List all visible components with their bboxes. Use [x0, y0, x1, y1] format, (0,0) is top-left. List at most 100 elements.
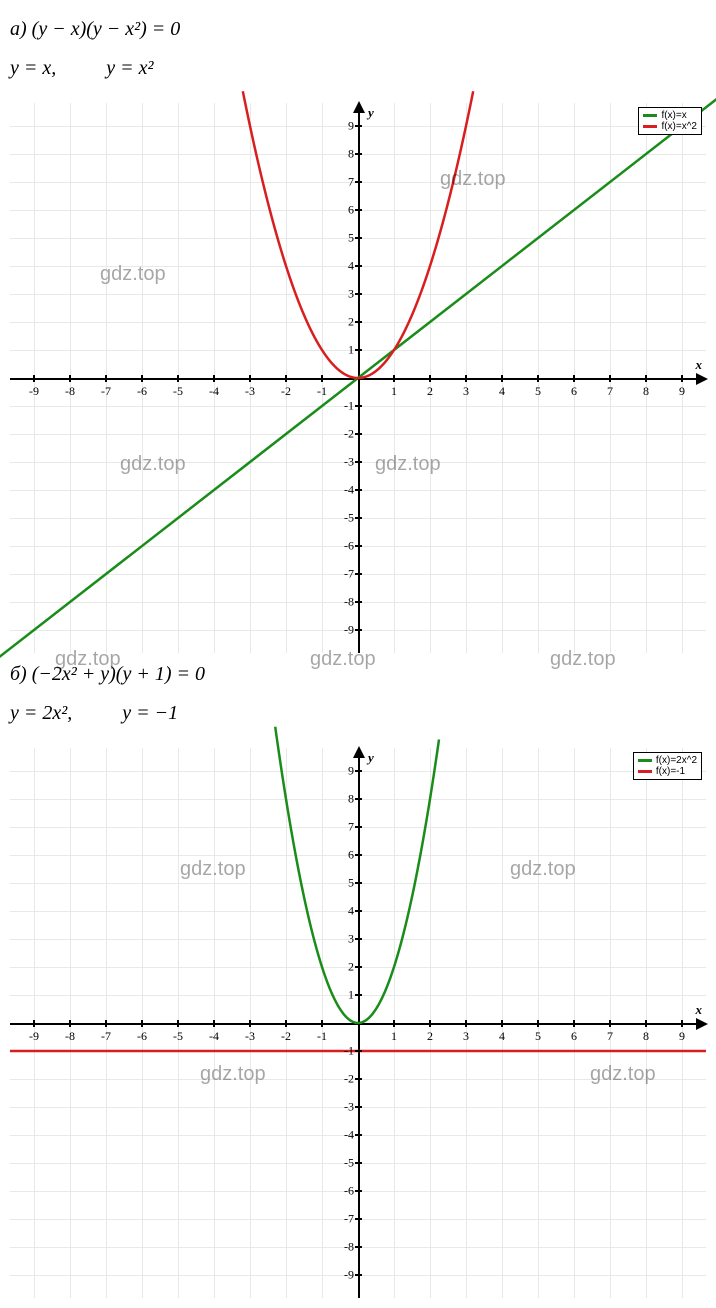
xtick-mark	[645, 1020, 647, 1027]
xtick-label: -1	[317, 1029, 327, 1044]
part-b-solutions: y = 2x², y = −1	[10, 694, 706, 733]
xtick-label: -7	[101, 384, 111, 399]
ytick-label: -4	[340, 1128, 354, 1143]
ytick-label: -8	[340, 595, 354, 610]
xtick-label: -6	[137, 1029, 147, 1044]
xtick-mark	[609, 375, 611, 382]
ytick-label: 4	[340, 904, 354, 919]
ytick-label: -6	[340, 539, 354, 554]
ytick-mark	[355, 938, 362, 940]
xtick-label: 5	[535, 384, 541, 399]
xtick-label: 4	[499, 1029, 505, 1044]
xtick-label: -1	[317, 384, 327, 399]
ytick-mark	[355, 1106, 362, 1108]
xtick-label: 9	[679, 384, 685, 399]
ytick-mark	[355, 826, 362, 828]
ytick-label: 8	[340, 792, 354, 807]
ytick-mark	[355, 994, 362, 996]
legend-a-swatch1	[643, 114, 657, 117]
ytick-mark	[355, 181, 362, 183]
part-b-sol1: y = 2x²,	[10, 702, 72, 725]
xtick-label: -9	[29, 384, 39, 399]
ytick-mark	[355, 770, 362, 772]
xtick-mark	[321, 1020, 323, 1027]
xtick-label: 4	[499, 384, 505, 399]
xtick-mark	[33, 375, 35, 382]
ytick-mark	[355, 1218, 362, 1220]
chart-b-legend: f(x)=2x^2 f(x)=-1	[633, 752, 702, 780]
xtick-mark	[285, 1020, 287, 1027]
xtick-mark	[681, 375, 683, 382]
xtick-label: 3	[463, 384, 469, 399]
ytick-label: -8	[340, 1240, 354, 1255]
ytick-mark	[355, 601, 362, 603]
xtick-label: -7	[101, 1029, 111, 1044]
ytick-label: 8	[340, 147, 354, 162]
xtick-mark	[537, 1020, 539, 1027]
xtick-label: -4	[209, 384, 219, 399]
ytick-label: -5	[340, 1156, 354, 1171]
part-a-sol2: y = x²	[106, 57, 153, 80]
part-b-equation: (−2x² + y)(y + 1) = 0	[32, 663, 205, 685]
ytick-mark	[355, 125, 362, 127]
curve-parabola	[243, 91, 473, 378]
xtick-mark	[429, 375, 431, 382]
xtick-mark	[393, 375, 395, 382]
xtick-mark	[249, 1020, 251, 1027]
ytick-label: 4	[340, 259, 354, 274]
legend-b-swatch2	[638, 770, 652, 773]
ytick-label: -2	[340, 1072, 354, 1087]
ytick-label: -3	[340, 1100, 354, 1115]
ytick-mark	[355, 1050, 362, 1052]
ytick-label: -4	[340, 483, 354, 498]
ytick-mark	[355, 854, 362, 856]
part-a-label: а)	[10, 18, 27, 40]
ytick-mark	[355, 405, 362, 407]
ytick-mark	[355, 433, 362, 435]
xtick-label: -3	[245, 1029, 255, 1044]
legend-b-text2: f(x)=-1	[656, 766, 685, 777]
ytick-mark	[355, 321, 362, 323]
ytick-label: 1	[340, 343, 354, 358]
xtick-label: 8	[643, 1029, 649, 1044]
ytick-mark	[355, 545, 362, 547]
xtick-label: 2	[427, 1029, 433, 1044]
ytick-label: -5	[340, 511, 354, 526]
xtick-mark	[537, 375, 539, 382]
xtick-mark	[285, 375, 287, 382]
ytick-label: 5	[340, 231, 354, 246]
xtick-label: -2	[281, 384, 291, 399]
xtick-label: 8	[643, 384, 649, 399]
ytick-mark	[355, 517, 362, 519]
part-a-equation: (y − x)(y − x²) = 0	[32, 18, 181, 40]
ytick-mark	[355, 209, 362, 211]
ytick-mark	[355, 349, 362, 351]
xtick-label: -2	[281, 1029, 291, 1044]
ytick-mark	[355, 1134, 362, 1136]
xtick-mark	[249, 375, 251, 382]
ytick-mark	[355, 966, 362, 968]
ytick-label: 1	[340, 988, 354, 1003]
xtick-label: 6	[571, 1029, 577, 1044]
xtick-label: -8	[65, 1029, 75, 1044]
xtick-mark	[213, 1020, 215, 1027]
xtick-mark	[177, 375, 179, 382]
ytick-mark	[355, 1274, 362, 1276]
ytick-label: -7	[340, 567, 354, 582]
ytick-mark	[355, 293, 362, 295]
xtick-mark	[501, 1020, 503, 1027]
ytick-mark	[355, 489, 362, 491]
ytick-label: 6	[340, 848, 354, 863]
part-b-sol2: y = −1	[122, 702, 178, 725]
ytick-label: -3	[340, 455, 354, 470]
ytick-mark	[355, 1162, 362, 1164]
legend-b-row1: f(x)=2x^2	[638, 755, 697, 766]
legend-a-text2: f(x)=x^2	[661, 121, 697, 132]
ytick-label: 7	[340, 820, 354, 835]
xtick-label: 3	[463, 1029, 469, 1044]
xtick-label: -4	[209, 1029, 219, 1044]
ytick-label: -1	[340, 399, 354, 414]
xtick-label: -6	[137, 384, 147, 399]
legend-b-row2: f(x)=-1	[638, 766, 697, 777]
xtick-mark	[105, 1020, 107, 1027]
